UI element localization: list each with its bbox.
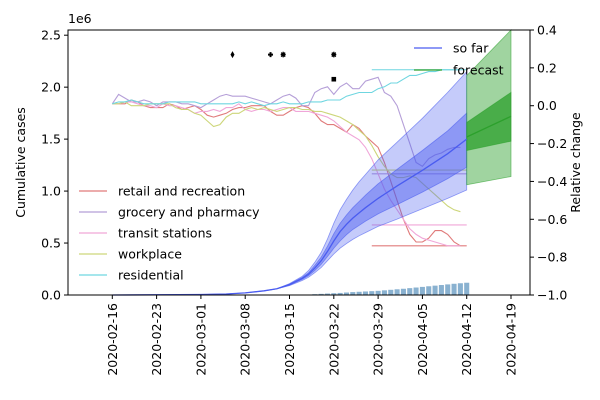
markers-layer bbox=[230, 51, 337, 82]
legend-label-workplace: workplace bbox=[118, 247, 182, 262]
daily-bar bbox=[457, 283, 463, 295]
legend-label-grocery-and-pharmacy: grocery and pharmacy bbox=[118, 205, 260, 220]
x-tick-label: 2020-03-22 bbox=[326, 303, 341, 376]
y-left-tick-label: 2.0 bbox=[41, 80, 61, 95]
axes-layer: 2020-02-16 2020-02-23 2020-03-01 2020-03-08… bbox=[13, 11, 583, 376]
mobility-line-workplace bbox=[112, 101, 461, 213]
x-tick-label: 2020-03-15 bbox=[282, 303, 297, 376]
marker-plus bbox=[268, 52, 274, 58]
daily-bar bbox=[413, 287, 419, 295]
y-right-tick-label: 0.4 bbox=[537, 23, 557, 38]
daily-bar bbox=[381, 290, 387, 295]
x-tick-label: 2020-04-19 bbox=[504, 303, 519, 376]
legend-label-residential: residential bbox=[118, 268, 184, 283]
daily-bar bbox=[388, 289, 394, 295]
daily-bar bbox=[375, 290, 381, 295]
forecast-inner-band bbox=[466, 91, 512, 151]
daily-bar bbox=[356, 291, 362, 295]
y-right-tick-label: −0.6 bbox=[537, 212, 567, 227]
daily-bar bbox=[445, 284, 451, 295]
daily-bar bbox=[337, 292, 343, 295]
daily-bars-layer bbox=[312, 282, 470, 295]
y-left-tick-label: 1.5 bbox=[41, 132, 61, 147]
y-right-label: Relative change bbox=[568, 112, 583, 213]
y-left-tick-label: 0.5 bbox=[41, 236, 61, 251]
daily-bar bbox=[362, 291, 368, 295]
daily-bar bbox=[324, 293, 331, 295]
legend-label-so-far: so far bbox=[453, 41, 489, 56]
daily-bar bbox=[318, 293, 324, 295]
y-left-multiplier: 1e6 bbox=[68, 11, 92, 26]
marker-star bbox=[331, 51, 337, 58]
legend-label-retail-and-recreation: retail and recreation bbox=[118, 184, 245, 199]
x-tick-label: 2020-04-12 bbox=[459, 303, 474, 376]
daily-bar bbox=[432, 285, 438, 295]
daily-bar bbox=[331, 293, 337, 295]
daily-bar bbox=[426, 286, 432, 295]
daily-bar bbox=[343, 292, 349, 295]
mobility-line-residential bbox=[112, 69, 461, 107]
marker-diamond bbox=[230, 51, 235, 59]
x-tick-label: 2020-03-01 bbox=[193, 303, 208, 376]
median-lines-layer bbox=[112, 115, 512, 296]
mobility-line-transit-stations bbox=[112, 101, 461, 247]
daily-bar bbox=[394, 289, 400, 295]
x-tick-label: 2020-04-05 bbox=[415, 303, 430, 376]
y-right-tick-label: 0.2 bbox=[537, 60, 557, 75]
y-right-tick-label: −0.2 bbox=[537, 136, 567, 151]
marker-star bbox=[280, 51, 286, 58]
y-left-tick-label: 2.5 bbox=[41, 28, 61, 43]
x-tick-label: 2020-03-08 bbox=[238, 303, 253, 376]
daily-bar bbox=[369, 291, 375, 295]
daily-bar bbox=[407, 288, 413, 295]
y-right-tick-label: −0.8 bbox=[537, 250, 567, 265]
forecast-median-line bbox=[466, 115, 512, 138]
y-left-tick-label: 1.0 bbox=[41, 184, 61, 199]
x-tick-label: 2020-03-29 bbox=[371, 303, 386, 376]
x-tick-label: 2020-02-16 bbox=[105, 303, 120, 376]
y-left-tick-label: 0.0 bbox=[41, 288, 61, 303]
legend-label-forecast: forecast bbox=[453, 63, 504, 78]
daily-bar bbox=[438, 285, 444, 295]
daily-bar bbox=[419, 286, 425, 295]
x-tick-label: 2020-02-23 bbox=[149, 303, 164, 376]
bands-layer bbox=[112, 29, 512, 296]
plot-frame bbox=[67, 29, 531, 296]
so-far-median-line bbox=[112, 138, 468, 296]
daily-bar bbox=[451, 283, 457, 295]
daily-bar bbox=[400, 288, 406, 295]
y-right-tick-label: −1.0 bbox=[537, 288, 567, 303]
daily-bar bbox=[350, 292, 356, 295]
daily-bar bbox=[464, 282, 470, 295]
y-right-tick-label: −0.4 bbox=[537, 174, 567, 189]
marker-square bbox=[331, 76, 337, 82]
mobility-layer bbox=[111, 69, 467, 247]
legend-layer: so far forecast retail and recreation groce… bbox=[79, 41, 504, 283]
legend-label-transit-stations: transit stations bbox=[118, 226, 212, 241]
y-left-label: Cumulative cases bbox=[13, 107, 28, 218]
y-right-tick-label: 0.0 bbox=[537, 98, 557, 113]
